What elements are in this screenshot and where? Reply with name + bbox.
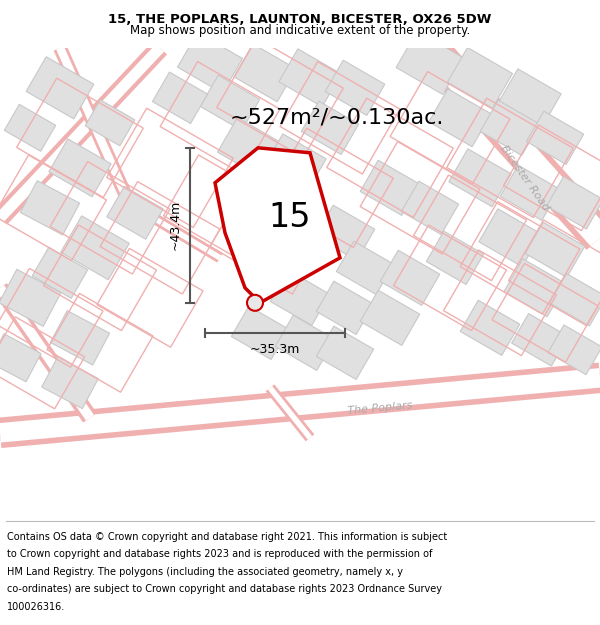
Polygon shape: [499, 69, 561, 127]
Circle shape: [247, 295, 263, 311]
Polygon shape: [4, 104, 56, 151]
Polygon shape: [217, 118, 283, 178]
Polygon shape: [26, 57, 94, 119]
Polygon shape: [526, 111, 584, 164]
Polygon shape: [301, 101, 359, 154]
Polygon shape: [279, 49, 341, 107]
Polygon shape: [316, 326, 374, 379]
Polygon shape: [0, 269, 61, 326]
Text: to Crown copyright and database rights 2023 and is reproduced with the permissio: to Crown copyright and database rights 2…: [7, 549, 433, 559]
Polygon shape: [85, 100, 135, 146]
Polygon shape: [396, 31, 464, 94]
Polygon shape: [152, 72, 208, 124]
Polygon shape: [315, 205, 375, 261]
Polygon shape: [107, 186, 163, 239]
Polygon shape: [32, 248, 88, 298]
Polygon shape: [269, 189, 331, 247]
Text: ~35.3m: ~35.3m: [250, 342, 300, 356]
Polygon shape: [337, 241, 394, 294]
Polygon shape: [275, 315, 335, 371]
Polygon shape: [360, 290, 420, 346]
Polygon shape: [427, 231, 484, 284]
Polygon shape: [20, 181, 80, 235]
Polygon shape: [234, 44, 296, 102]
Polygon shape: [547, 177, 600, 229]
Text: The Poplars: The Poplars: [347, 400, 413, 416]
Text: 15: 15: [269, 201, 311, 234]
Polygon shape: [512, 314, 568, 366]
Polygon shape: [525, 222, 585, 278]
Polygon shape: [401, 181, 458, 234]
Polygon shape: [380, 250, 440, 306]
Polygon shape: [0, 334, 41, 382]
Polygon shape: [178, 32, 242, 93]
Polygon shape: [504, 259, 566, 317]
Text: HM Land Registry. The polygons (including the associated geometry, namely x, y: HM Land Registry. The polygons (includin…: [7, 566, 403, 576]
Polygon shape: [200, 75, 260, 131]
Polygon shape: [42, 357, 98, 409]
Polygon shape: [264, 134, 326, 192]
Polygon shape: [480, 100, 540, 156]
Text: Contains OS data © Crown copyright and database right 2021. This information is : Contains OS data © Crown copyright and d…: [7, 531, 448, 541]
Polygon shape: [550, 274, 600, 326]
Text: ~527m²/~0.130ac.: ~527m²/~0.130ac.: [230, 107, 445, 128]
Text: co-ordinates) are subject to Crown copyright and database rights 2023 Ordnance S: co-ordinates) are subject to Crown copyr…: [7, 584, 442, 594]
Polygon shape: [500, 165, 560, 221]
Text: Bicester Road: Bicester Road: [499, 143, 551, 212]
Polygon shape: [215, 148, 340, 302]
Polygon shape: [61, 216, 130, 280]
Polygon shape: [316, 281, 374, 334]
Polygon shape: [448, 48, 512, 108]
Polygon shape: [449, 149, 511, 207]
Text: 15, THE POPLARS, LAUNTON, BICESTER, OX26 5DW: 15, THE POPLARS, LAUNTON, BICESTER, OX26…: [109, 13, 491, 26]
Text: Map shows position and indicative extent of the property.: Map shows position and indicative extent…: [130, 24, 470, 36]
Polygon shape: [479, 209, 541, 267]
Text: ~43.4m: ~43.4m: [169, 200, 182, 251]
Polygon shape: [49, 139, 111, 197]
Polygon shape: [232, 306, 289, 359]
Polygon shape: [360, 160, 420, 216]
Polygon shape: [548, 325, 600, 374]
Polygon shape: [50, 311, 110, 365]
Text: 100026316.: 100026316.: [7, 602, 65, 612]
Polygon shape: [460, 300, 520, 356]
Polygon shape: [325, 60, 385, 116]
Polygon shape: [429, 89, 491, 147]
Polygon shape: [270, 270, 330, 326]
